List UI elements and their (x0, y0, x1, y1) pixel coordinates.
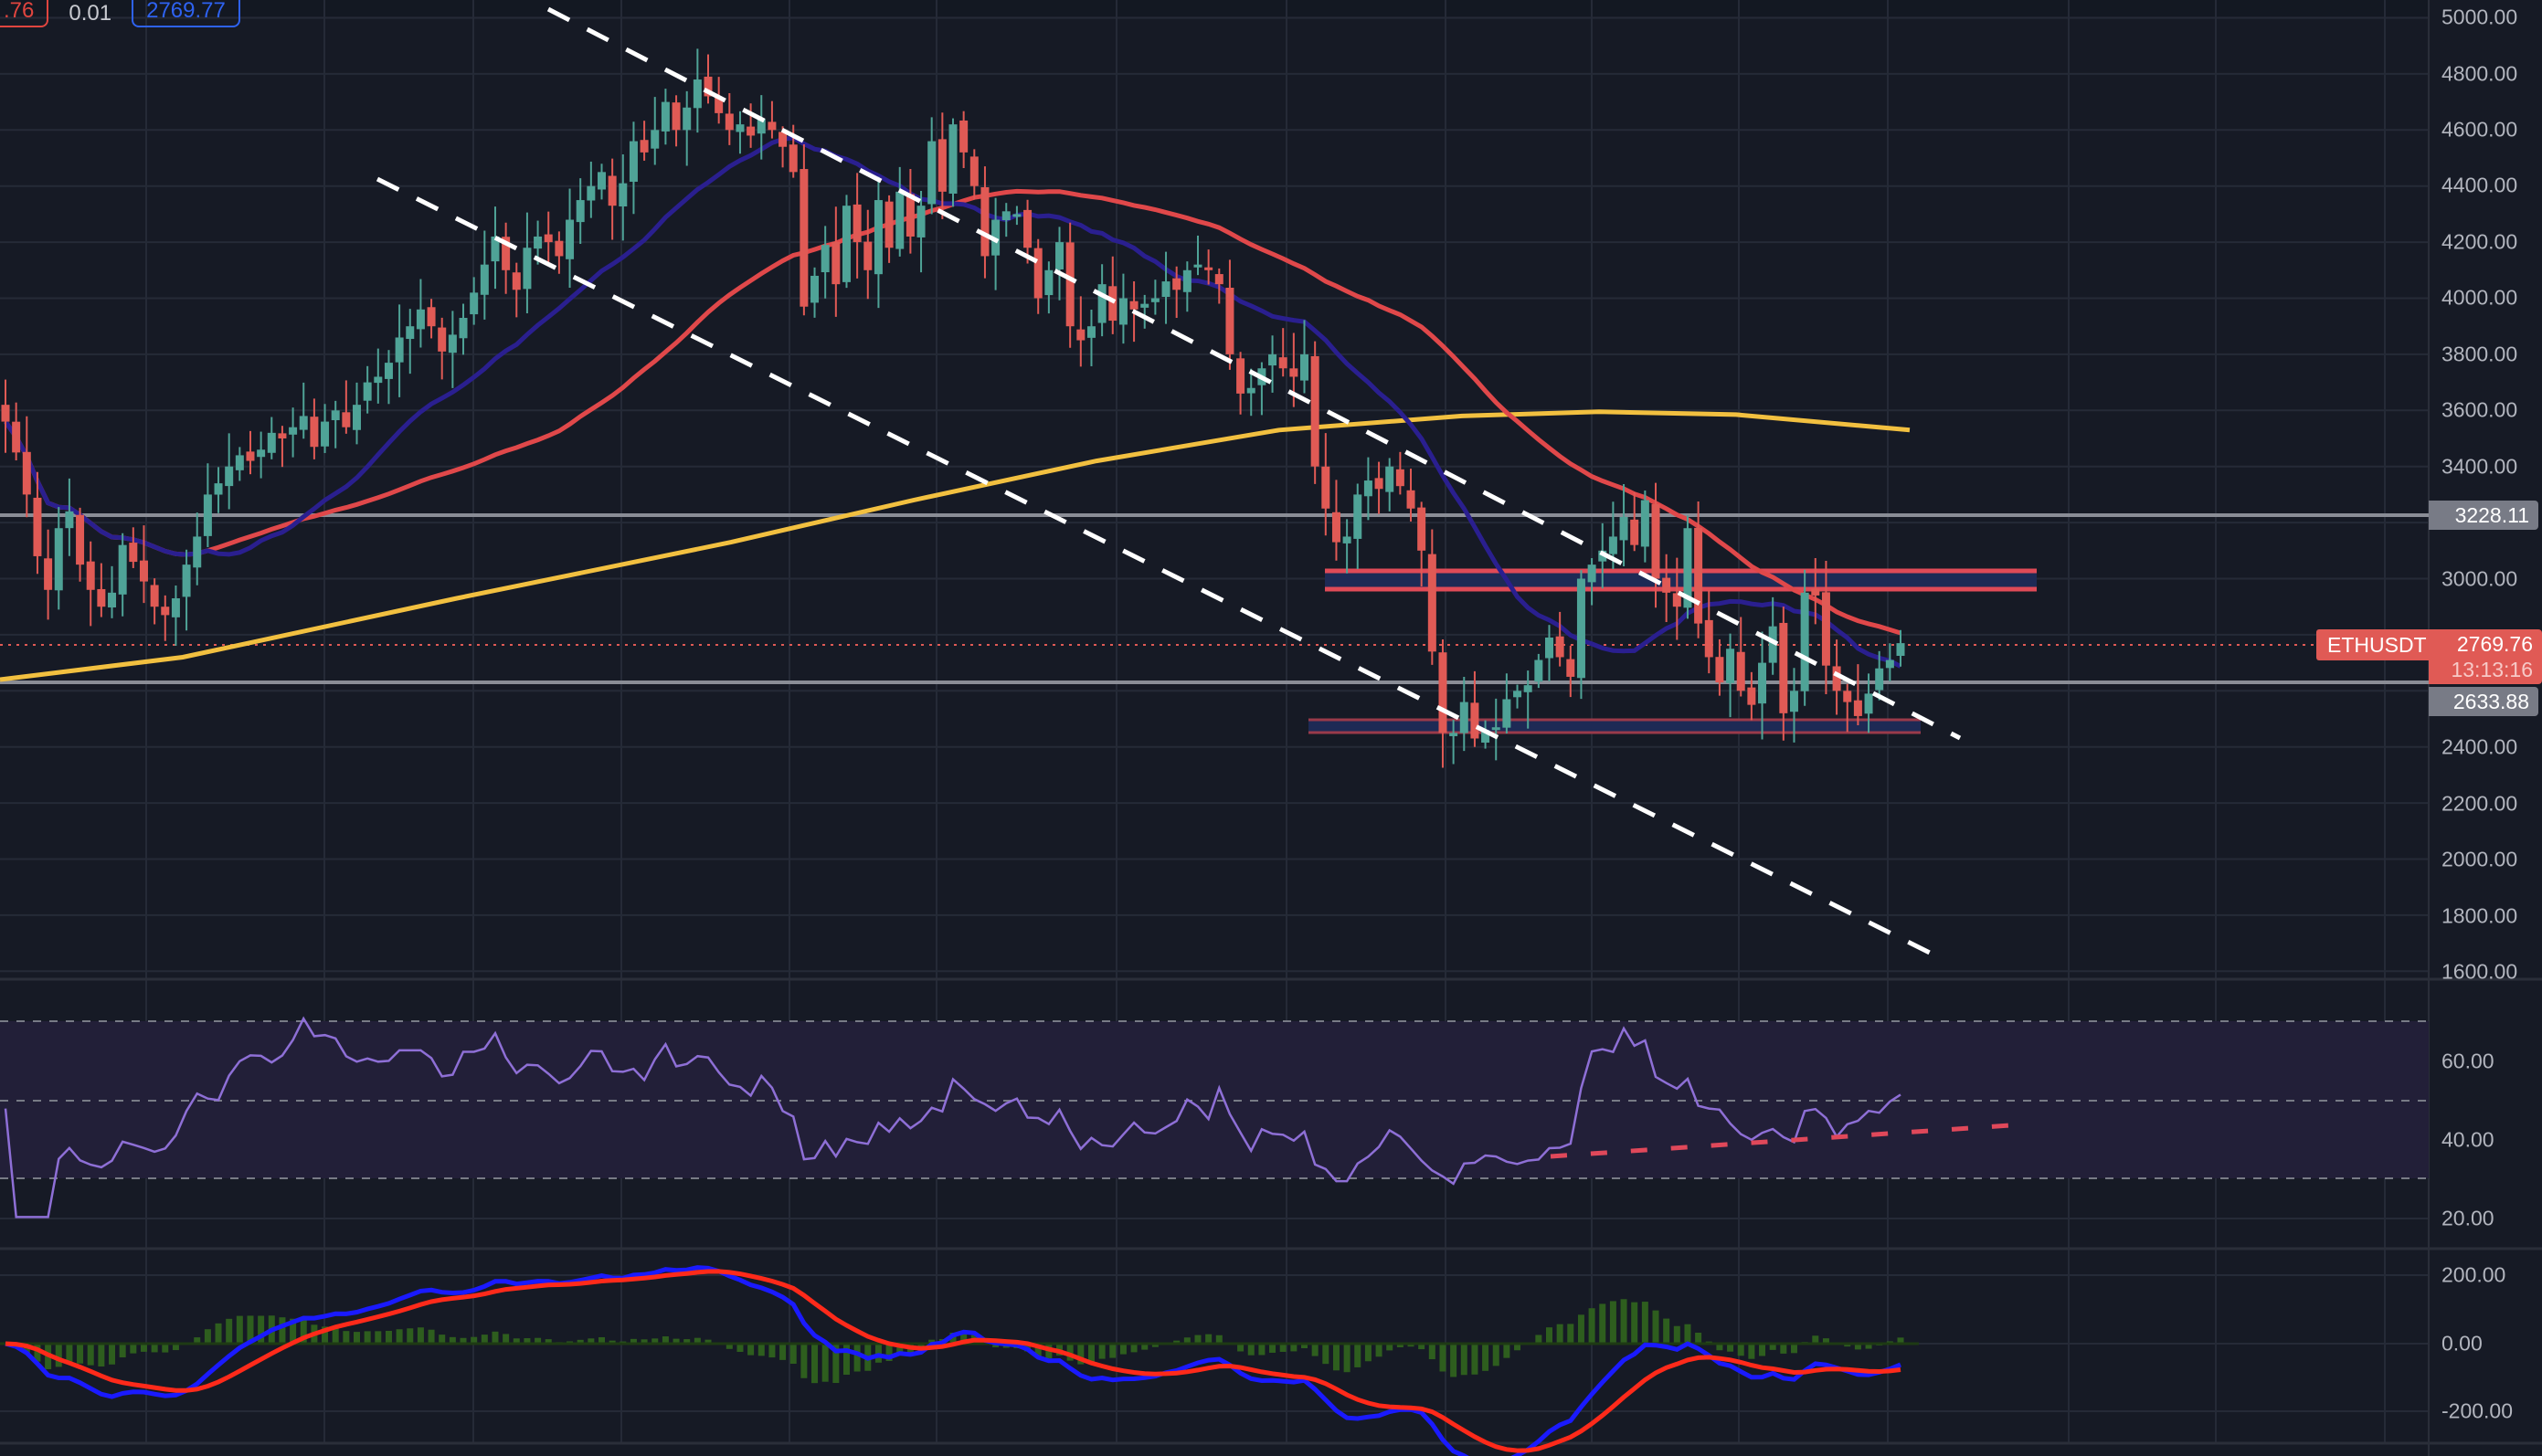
level-tag-2633[interactable]: 2633.88 (2429, 687, 2538, 716)
price-tick: 2000.00 (2441, 847, 2518, 871)
grid-lines (0, 0, 2429, 1443)
last-price-value: 2769.76 (2456, 632, 2533, 656)
ma-long-line[interactable] (0, 409, 1911, 682)
macd-histogram[interactable] (2, 1299, 1904, 1384)
price-tick: 2400.00 (2441, 734, 2518, 759)
price-tick: 4600.00 (2441, 117, 2518, 142)
legend-red-value: .76 (0, 0, 49, 27)
rsi-tick: 40.00 (2441, 1127, 2494, 1152)
price-tick: 3400.00 (2441, 454, 2518, 479)
macd-lines[interactable] (5, 1265, 1901, 1456)
bar-countdown: 13:13:16 (2451, 658, 2533, 681)
price-tick: 4400.00 (2441, 173, 2518, 197)
rsi-tick: 20.00 (2441, 1206, 2494, 1230)
legend-change-value: 0.01 (69, 1, 112, 26)
price-tick: 3600.00 (2441, 397, 2518, 422)
price-tick: 2200.00 (2441, 791, 2518, 816)
price-tick: 1800.00 (2441, 903, 2518, 928)
macd-tick: 200.00 (2441, 1262, 2506, 1287)
rsi-level-lines (0, 1020, 2429, 1179)
price-tick: 4800.00 (2441, 61, 2518, 86)
price-tick: 1600.00 (2441, 959, 2518, 984)
macd-tick: -200.00 (2441, 1398, 2514, 1423)
support-zone[interactable] (1308, 718, 1921, 734)
price-tick: 4000.00 (2441, 285, 2518, 310)
symbol-label: ETHUSDT (2316, 629, 2438, 660)
price-tick: 5000.00 (2441, 5, 2518, 29)
rsi-line[interactable] (4, 1016, 1901, 1219)
channel-trendlines[interactable] (376, 6, 1962, 964)
rsi-tick: 60.00 (2441, 1049, 2494, 1073)
price-tick: 3800.00 (2441, 342, 2518, 366)
last-price-tag: 2769.76 13:13:16 (2429, 629, 2542, 684)
legend-blue-value: 2769.77 (132, 0, 240, 27)
price-tick: 4200.00 (2441, 229, 2518, 254)
indicator-legend: .76 0.01 2769.77 (0, 0, 240, 27)
candlestick-series[interactable] (1, 48, 1905, 768)
macd-tick: 0.00 (2441, 1331, 2483, 1356)
level-tag-3228[interactable]: 3228.11 (2429, 501, 2538, 530)
price-tick: 3000.00 (2441, 566, 2518, 591)
